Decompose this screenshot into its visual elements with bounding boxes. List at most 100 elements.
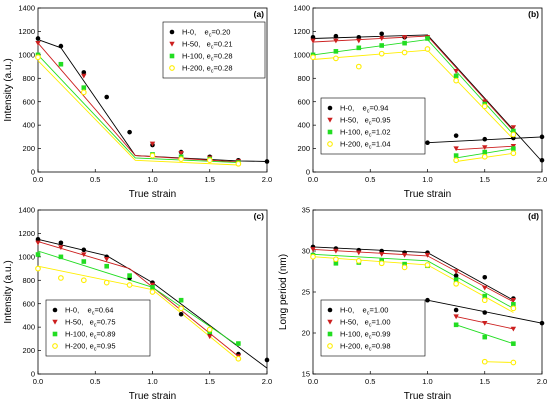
data-point	[401, 35, 408, 40]
y-tick-label: 0	[31, 370, 35, 379]
data-point	[235, 355, 242, 362]
data-point	[510, 305, 517, 312]
data-point	[35, 54, 41, 61]
panel-label: (a)	[254, 9, 265, 19]
data-point	[379, 252, 385, 257]
x-tick-label: 0.0	[308, 175, 318, 184]
x-tick-label: 1.0	[147, 377, 157, 386]
data-point	[310, 54, 316, 61]
x-tick-label: 0.5	[90, 377, 100, 386]
data-point	[482, 293, 488, 299]
data-point	[510, 131, 517, 138]
chart-svg: 0.0 0.5 1.0 1.5 2.0 0 200 400 600 800 1000 1200 1400…	[3, 4, 272, 200]
data-point	[178, 305, 184, 312]
series-h-200	[35, 265, 242, 362]
y-axis-title: Long period (nm)	[278, 254, 289, 330]
data-point	[453, 269, 459, 275]
fit-line-h-50	[37, 241, 239, 357]
data-point	[453, 322, 459, 328]
y-tick-label: 600	[297, 97, 310, 106]
legend-entry: H-0, ec=1.00	[340, 306, 388, 317]
legend-marker	[169, 41, 175, 47]
data-point	[453, 314, 459, 320]
data-point	[482, 136, 488, 142]
x-tick-label: 1.5	[205, 377, 215, 386]
data-point	[402, 40, 407, 46]
data-point	[482, 145, 488, 150]
data-point	[481, 153, 488, 160]
legend: H-0, ec=0.94H-50, ec=0.95H-100, ec=1.02H…	[320, 97, 426, 155]
data-point	[81, 252, 87, 258]
data-point	[333, 38, 339, 44]
legend-entry: H-200, ec=0.98	[340, 342, 391, 353]
data-point	[356, 250, 362, 256]
data-point	[58, 61, 64, 67]
y-tick-label: 800	[297, 74, 310, 83]
y-axis-title: Intensity (a.u.)	[3, 260, 14, 323]
data-point	[355, 257, 362, 264]
data-point	[35, 252, 41, 257]
data-point	[149, 289, 156, 295]
data-point	[149, 152, 156, 159]
data-point	[378, 260, 385, 267]
data-point	[453, 277, 459, 282]
y-tick-label: 1000	[293, 50, 310, 59]
data-point	[81, 73, 87, 79]
legend-marker	[327, 319, 333, 325]
fit-line-h-100	[37, 54, 239, 164]
y-tick-label: 1400	[18, 206, 35, 215]
series-h-200	[310, 46, 517, 164]
y-tick-label: 1000	[18, 252, 35, 261]
legend-entry: H-50, ec=0.95	[340, 116, 391, 127]
data-point	[539, 157, 545, 163]
legend-entry: H-0, ec=0.64	[65, 306, 113, 317]
data-point	[150, 285, 155, 290]
data-point	[126, 282, 133, 288]
legend-marker	[327, 129, 333, 135]
legend-entry: H-100, ec=1.02	[340, 128, 391, 139]
data-point	[481, 297, 488, 304]
data-point	[310, 247, 316, 252]
x-tick-label: 2.0	[537, 175, 547, 184]
fit-line-h-100	[312, 253, 514, 309]
data-point	[453, 73, 459, 79]
data-point	[104, 263, 109, 269]
series-h-200	[310, 253, 517, 366]
legend-entry: H-100, ec=0.28	[182, 52, 233, 63]
y-tick-label: 20	[302, 329, 310, 338]
y-tick-label: 1400	[18, 4, 35, 13]
legend-marker	[52, 331, 58, 337]
y-tick-label: 400	[22, 323, 35, 332]
data-point	[510, 298, 517, 303]
data-point	[178, 311, 184, 317]
y-tick-label: 600	[22, 97, 35, 106]
data-point	[453, 69, 459, 74]
x-tick-label: 2.0	[262, 377, 272, 386]
y-tick-label: 1000	[18, 50, 35, 59]
data-point	[103, 279, 110, 286]
y-tick-label: 30	[302, 247, 310, 256]
data-point	[453, 77, 459, 84]
y-tick-label: 0	[31, 168, 35, 177]
data-point	[425, 297, 430, 303]
data-point	[333, 55, 339, 62]
data-point	[511, 146, 516, 151]
data-point	[310, 34, 316, 40]
legend-box	[162, 21, 266, 79]
y-tick-label: 1200	[18, 27, 35, 36]
data-point	[35, 240, 41, 246]
legend-entry: H-50, ec=1.00	[340, 318, 391, 329]
panel-a: 0.0 0.5 1.0 1.5 2.0 0 200 400 600 800 1000 1200 1400…	[0, 0, 275, 202]
y-tick-label: 15	[302, 370, 310, 379]
data-point	[401, 49, 408, 56]
data-point	[35, 40, 41, 46]
data-point	[401, 264, 408, 271]
x-tick-label: 1.0	[147, 175, 157, 184]
data-point	[333, 33, 339, 39]
data-point	[425, 140, 430, 146]
y-tick-label: 600	[22, 299, 35, 308]
legend-marker	[327, 307, 333, 313]
x-tick-label: 2.0	[537, 377, 547, 386]
legend-box	[320, 97, 426, 155]
data-point	[333, 49, 339, 54]
